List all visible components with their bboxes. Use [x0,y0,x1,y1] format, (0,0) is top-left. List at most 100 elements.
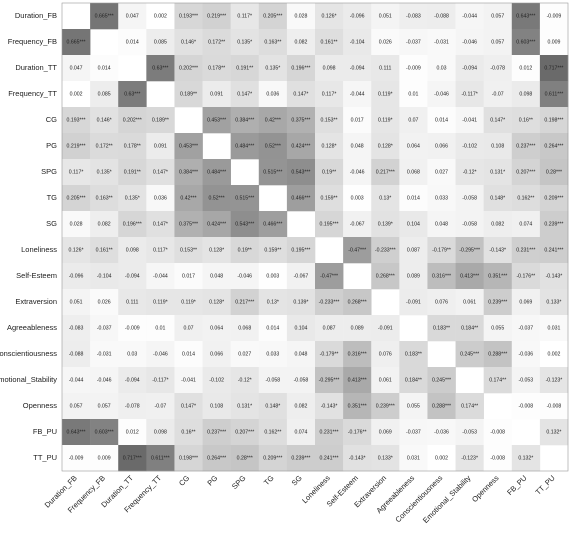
cell-label: 0.082 [294,39,307,45]
cell [455,133,484,160]
cell [455,3,484,30]
cell [62,55,91,82]
cell-label: 0.082 [98,221,111,227]
row-label: Emotional_Stability [0,375,57,384]
cell-label: 0.087 [407,247,420,253]
cell [286,81,316,108]
cell-label: 0.205*** [67,195,86,201]
cell [258,419,288,446]
cell [90,315,119,342]
col-label: SG [290,473,304,487]
cell-label: 0.351*** [488,273,507,279]
cell-label: 0.135* [265,65,280,71]
cell-label: 0.066 [210,351,223,357]
cell [483,55,513,82]
cell-label: 0.133* [546,299,561,305]
cell-label: 0.002 [435,455,448,461]
cell [146,367,175,394]
cell [118,81,147,108]
cell [62,107,91,134]
cell [315,211,344,238]
cell-label: -0.058 [462,221,477,227]
cell-label: 0.026 [379,39,392,45]
cell-label: -0.053 [518,377,533,383]
cell [455,159,484,186]
cell-label: 0.061 [379,377,392,383]
row-label: Conscientiousness [0,349,57,358]
cell-label: 0.03 [436,65,446,71]
cell [511,3,541,30]
cell [427,3,456,30]
cell-label: -0.094 [125,377,140,383]
cell [174,133,203,160]
cell-label: 0.057 [491,13,504,19]
cell [174,237,203,264]
cell [427,393,456,420]
row-label: Agreeableness [7,323,57,332]
cell-label: -0.102 [209,377,224,383]
cell [371,393,400,420]
cell-label: 0.264*** [207,455,226,461]
cell-label: 0.098 [154,429,167,435]
cell-label: 0.189** [180,91,197,97]
cell [315,445,344,472]
cell [286,133,316,160]
cell [399,211,428,238]
cell-label: -0.009 [125,325,140,331]
cell [90,185,119,212]
cell-label: 0.051 [70,299,83,305]
cell-label: -0.008 [547,403,562,409]
cell [343,29,372,56]
cell-label: 0.133* [378,455,393,461]
cell [90,3,119,30]
cell [202,55,231,82]
cell [371,185,400,212]
cell-label: 0.184** [461,325,478,331]
row-label: Duration_FB [15,11,57,20]
cell-label: 0.611*** [151,455,170,461]
cell-label: 0.126* [322,13,337,19]
cell-label: -0.037 [97,325,112,331]
cell-label: -0.179** [432,247,451,253]
cell [62,237,91,264]
cell-label: 0.245*** [432,377,451,383]
row-label: TG [47,193,58,202]
cell-label: -0.058 [294,377,309,383]
cell [539,263,569,290]
cell [230,341,260,368]
cell-label: 0.543*** [291,169,310,175]
cell-label: 0.52*** [209,195,225,201]
cell-label: 0.172** [208,39,225,45]
cell-label: 0.009 [98,455,111,461]
cell-label: 0.316*** [432,273,451,279]
cell [371,107,400,134]
cell [343,393,372,420]
cell [286,341,316,368]
cell [118,263,147,290]
cell-label: 0.027 [435,169,448,175]
cell-label: 0.217*** [376,169,395,175]
cell [258,159,288,186]
cell-label: 0.424*** [207,221,226,227]
cell-label: 0.484*** [235,143,254,149]
cell-label: 0.146* [97,117,112,123]
cell [202,29,231,56]
cell [118,185,147,212]
cell-label: 0.017 [351,117,364,123]
cell [230,289,260,316]
cell [511,159,541,186]
cell-label: -0.117* [461,91,477,97]
cell-label: 0.159** [264,247,281,253]
cell [539,211,569,238]
cell [483,185,513,212]
cell [174,289,203,316]
cell [174,185,203,212]
cell [511,393,541,420]
cell-label: 0.139* [378,221,393,227]
cell-label: 0.184** [405,377,422,383]
cell [399,55,428,82]
cell-label: 0.466*** [291,195,310,201]
cell-label: 0.069 [379,429,392,435]
cell-label: 0.003 [266,273,279,279]
cell [202,289,231,316]
